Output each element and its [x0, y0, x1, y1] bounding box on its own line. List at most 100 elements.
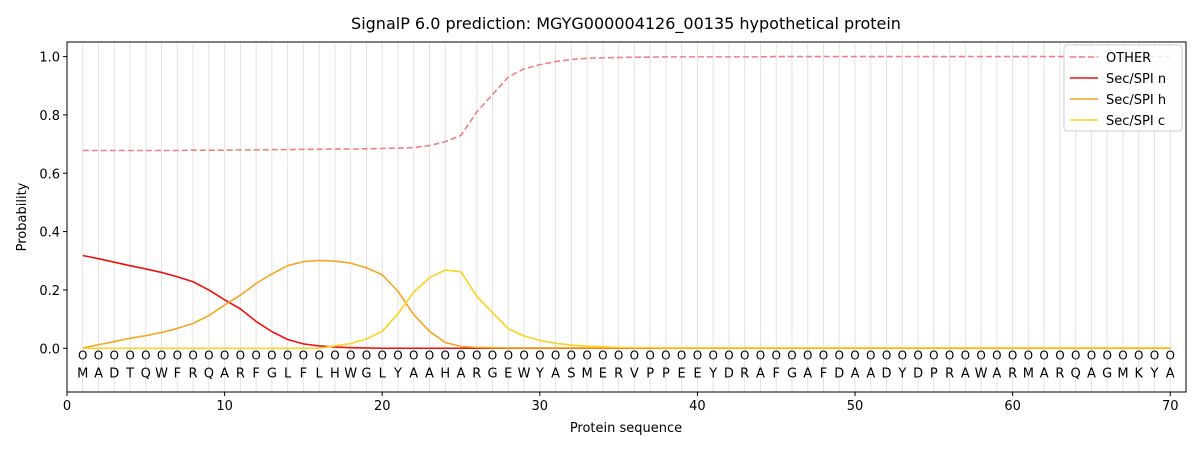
residue-letter: E	[599, 366, 607, 381]
residue-state-label: O	[236, 348, 245, 362]
residue-state-label: O	[882, 348, 891, 362]
x-tick-label: 70	[1162, 399, 1179, 414]
residue-letter: F	[252, 366, 259, 381]
residue-letter: A	[1166, 366, 1175, 381]
series-line-sec-spi-n	[82, 254, 1171, 350]
residue-letter: W	[344, 366, 357, 381]
legend-label: OTHER	[1106, 51, 1151, 66]
residue-state-label: O	[377, 348, 386, 362]
residue-state-label: O	[992, 348, 1001, 362]
residue-state-label: O	[409, 348, 418, 362]
residue-letter: T	[125, 366, 134, 381]
x-tick-label: 0	[63, 399, 71, 414]
residue-letter: P	[646, 366, 654, 381]
residue-state-label: O	[756, 348, 765, 362]
residue-letter: D	[724, 366, 734, 381]
residue-letter: P	[662, 366, 670, 381]
residue-state-label: O	[708, 348, 717, 362]
residue-letter: Q	[141, 366, 151, 381]
residue-state-label: O	[173, 348, 182, 362]
residue-state-label: O	[1118, 348, 1127, 362]
residue-state-label: O	[157, 348, 166, 362]
residue-state-label: O	[724, 348, 733, 362]
residue-state-label: O	[141, 348, 150, 362]
plot-frame	[66, 41, 1187, 393]
residue-state-label: O	[472, 348, 481, 362]
y-axis-ticks: 0.0 0.2 0.4 0.6 0.8 1.0	[39, 51, 67, 357]
chart-title: SignalP 6.0 prediction: MGYG000004126_00…	[351, 14, 901, 34]
residue-letter: R	[1008, 366, 1017, 381]
residue-state-label: O	[330, 348, 339, 362]
y-tick-label: 0.6	[39, 167, 60, 182]
residue-letter: H	[330, 366, 340, 381]
residue-state-label: O	[519, 348, 528, 362]
y-tick-label: 0.0	[39, 342, 60, 357]
residue-state-label: O	[110, 348, 119, 362]
residue-letter: E	[678, 366, 686, 381]
residue-letter: Y	[535, 366, 544, 381]
residue-letter: Y	[1150, 366, 1159, 381]
residue-state-label: O	[551, 348, 560, 362]
residue-letter: E	[693, 366, 701, 381]
residue-state-label: O	[976, 348, 985, 362]
residue-state-label: O	[504, 348, 513, 362]
residue-state-label: O	[866, 348, 875, 362]
residue-state-label: O	[362, 348, 371, 362]
series-line-sec-spi-c	[82, 269, 1171, 350]
residue-letter: Q	[1071, 366, 1081, 381]
residue-state-label: O	[1166, 348, 1175, 362]
legend: OTHER Sec/SPI n Sec/SPI h Sec/SPI c	[1063, 44, 1183, 132]
residue-letter: S	[567, 366, 575, 381]
residue-letter: A	[220, 366, 229, 381]
y-tick-label: 0.8	[39, 109, 60, 124]
residue-state-label: O	[78, 348, 87, 362]
residue-letter: A	[851, 366, 860, 381]
residue-state-label: O	[441, 348, 450, 362]
residue-state-label: O	[929, 348, 938, 362]
plot-series	[82, 55, 1171, 350]
residue-state-label: O	[456, 348, 465, 362]
residue-letter: G	[1102, 366, 1112, 381]
residue-state-label: O	[425, 348, 434, 362]
legend-label: Sec/SPI h	[1106, 93, 1166, 108]
y-axis-label: Probability	[15, 182, 30, 251]
residue-state-label: O	[1102, 348, 1111, 362]
series-line-sec-spi-h	[82, 259, 1171, 349]
residue-letter: A	[409, 366, 418, 381]
legend-label: Sec/SPI c	[1106, 114, 1165, 129]
residue-state-label: O	[535, 348, 544, 362]
residue-state-label: O	[188, 348, 197, 362]
residue-letter: G	[487, 366, 497, 381]
residue-letter: P	[930, 366, 938, 381]
legend-box	[1063, 44, 1183, 132]
residue-state-label: O	[251, 348, 260, 362]
residue-letter: R	[614, 366, 623, 381]
residue-state-label: O	[598, 348, 607, 362]
residue-letter: F	[820, 366, 827, 381]
x-axis-label: Protein sequence	[570, 421, 682, 436]
x-tick-label: 10	[216, 399, 233, 414]
residue-letter: A	[1087, 366, 1096, 381]
residue-state-label: O	[488, 348, 497, 362]
residue-state-label: O	[803, 348, 812, 362]
residue-state-label: O	[267, 348, 276, 362]
residue-letter: W	[518, 366, 531, 381]
residue-letter: R	[236, 366, 245, 381]
residue-letter: M	[77, 366, 88, 381]
residue-letter: R	[740, 366, 749, 381]
residue-letter: A	[756, 366, 765, 381]
x-tick-label: 50	[847, 399, 864, 414]
residue-state-label: O	[220, 348, 229, 362]
residue-state-label: O	[835, 348, 844, 362]
residue-state-label: O	[1071, 348, 1080, 362]
x-tick-label: 20	[374, 399, 391, 414]
residue-letter: D	[882, 366, 892, 381]
residue-letter: M	[1117, 366, 1128, 381]
residue-letter: W	[975, 366, 988, 381]
residue-state-label: O	[1150, 348, 1159, 362]
residue-state-label: O	[314, 348, 323, 362]
residue-state-label: O	[898, 348, 907, 362]
residue-letter: F	[174, 366, 181, 381]
residue-state-label: O	[661, 348, 670, 362]
x-tick-label: 30	[532, 399, 549, 414]
